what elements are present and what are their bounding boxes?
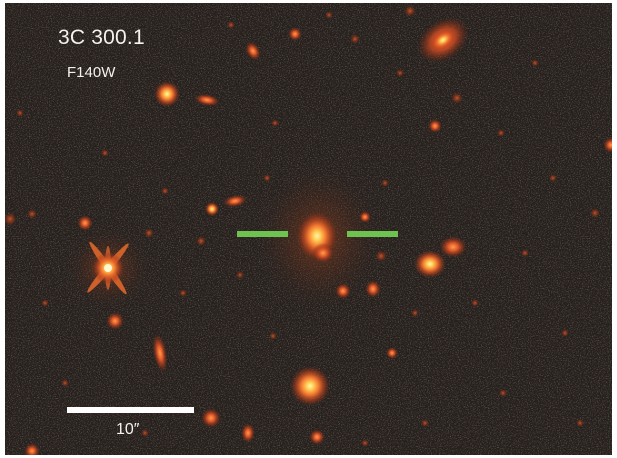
scale-bar-label: 10″ bbox=[116, 421, 140, 438]
bright-star bbox=[68, 228, 148, 308]
scale-bar bbox=[67, 407, 194, 413]
astronomical-image: 3C 300.1 F140W 10″ bbox=[5, 3, 612, 455]
galaxies bbox=[5, 5, 612, 455]
left-position-marker bbox=[237, 231, 288, 237]
right-position-marker bbox=[347, 231, 398, 237]
star-field bbox=[5, 3, 612, 455]
target-name-label: 3C 300.1 bbox=[58, 26, 145, 49]
filter-name-label: F140W bbox=[67, 64, 116, 81]
